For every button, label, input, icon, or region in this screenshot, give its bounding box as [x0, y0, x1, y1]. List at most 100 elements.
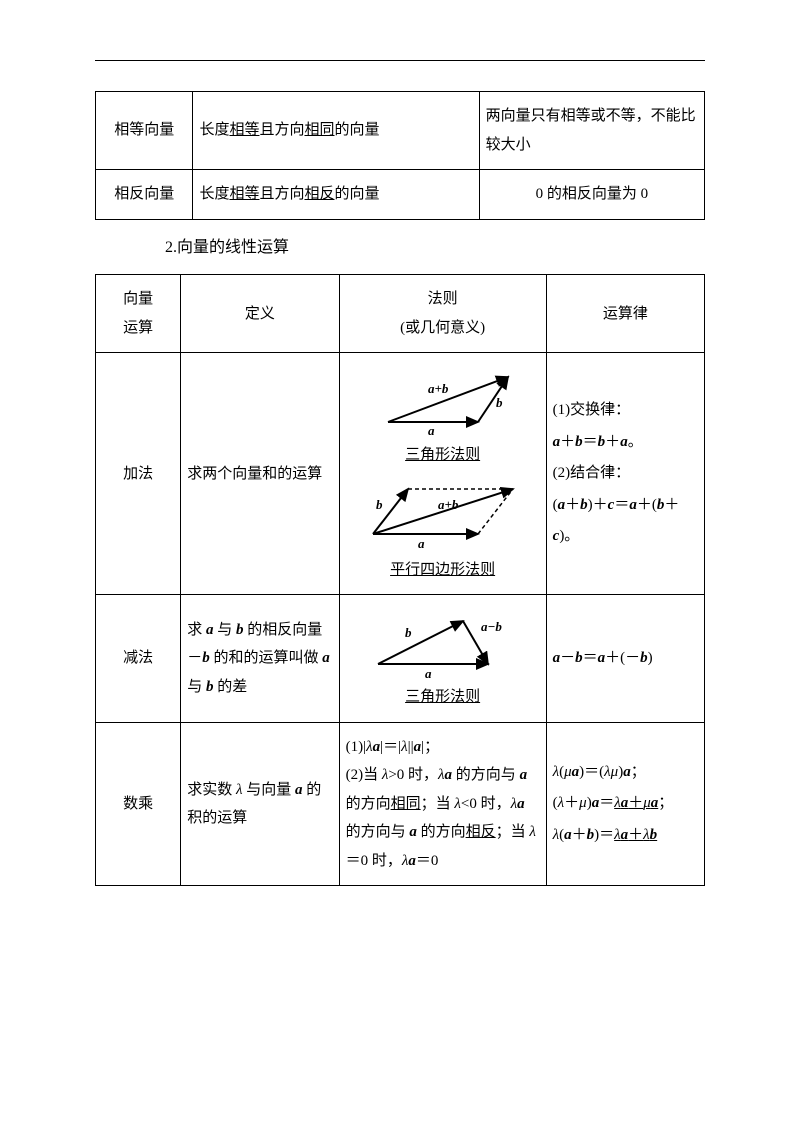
- t: 与: [214, 622, 237, 638]
- row-def: 长度相等且方向相反的向量: [193, 170, 479, 220]
- t: 的方向与: [452, 767, 520, 783]
- t: ；当: [421, 796, 455, 812]
- op-name: 减法: [96, 595, 181, 723]
- t: b: [202, 650, 210, 666]
- t: 长度: [199, 122, 229, 138]
- t: 向量: [123, 291, 153, 307]
- t: 的方向: [346, 796, 391, 812]
- t: 求实数: [187, 782, 236, 798]
- t: 且方向: [259, 122, 304, 138]
- t: b: [598, 434, 606, 450]
- t: λa＋λb: [614, 827, 657, 843]
- t: a: [629, 497, 637, 513]
- t: >0 时，: [388, 767, 438, 783]
- t: 的差: [214, 679, 248, 695]
- t: λ: [553, 764, 560, 780]
- t: c: [608, 497, 615, 513]
- t: λ: [558, 795, 565, 811]
- t: 的和的运算叫做: [210, 650, 323, 666]
- t: (2)当: [346, 767, 382, 783]
- t: a: [409, 824, 417, 840]
- op-law: (1)交换律： a＋b＝b＋a。 (2)结合律： (a＋b)＋c＝a＋(b＋c)…: [546, 353, 704, 595]
- t: a: [445, 767, 453, 783]
- op-rule: (1)|λa|＝|λ||a|； (2)当 λ>0 时，λa 的方向与 a 的方向…: [339, 722, 546, 886]
- table-row: 相等向量 长度相等且方向相同的向量 两向量只有相等或不等，不能比较大小: [96, 92, 705, 170]
- table-header-row: 向量 运算 定义 法则 (或几何意义) 运算律: [96, 275, 705, 353]
- t: <0 时，: [461, 796, 511, 812]
- t: λa＋μa: [614, 795, 658, 811]
- t: 相同: [391, 796, 421, 812]
- t: μ: [643, 795, 651, 811]
- top-rule: [95, 60, 705, 61]
- col-header: 运算律: [546, 275, 704, 353]
- table-equal-opposite-vectors: 相等向量 长度相等且方向相同的向量 两向量只有相等或不等，不能比较大小 相反向量…: [95, 91, 705, 220]
- t: 相等: [229, 122, 259, 138]
- t: a: [558, 497, 566, 513]
- op-rule: a b a+b 三角形法则 a b a+b 平行四边形法则: [339, 353, 546, 595]
- t: ＝0: [416, 853, 439, 869]
- table-row-addition: 加法 求两个向量和的运算 a b a+b 三角形法则: [96, 353, 705, 595]
- t: b: [587, 827, 595, 843]
- op-def: 求两个向量和的运算: [181, 353, 339, 595]
- svg-text:a: a: [425, 666, 432, 679]
- t: 的方向与: [346, 824, 410, 840]
- t: 求: [187, 622, 206, 638]
- t: a: [621, 827, 629, 843]
- t: μ: [579, 795, 587, 811]
- t: a: [206, 622, 214, 638]
- t: ＝0 时，: [346, 853, 402, 869]
- subtraction-diagram: a b a−b: [363, 609, 523, 679]
- t: a: [373, 739, 381, 755]
- table-row-subtraction: 减法 求 a 与 b 的相反向量－b 的和的运算叫做 a 与 b 的差 a b …: [96, 595, 705, 723]
- t: 的向量: [335, 122, 380, 138]
- t: 相反: [304, 186, 334, 202]
- op-law: a－b＝a＋(－b): [546, 595, 704, 723]
- t: b: [575, 434, 583, 450]
- t: 相反: [466, 824, 496, 840]
- t: a: [553, 434, 561, 450]
- svg-text:a+b: a+b: [428, 381, 449, 396]
- t: c: [553, 528, 560, 544]
- t: b: [580, 497, 588, 513]
- t: a: [295, 782, 303, 798]
- t: a: [598, 650, 606, 666]
- table-linear-operations: 向量 运算 定义 法则 (或几何意义) 运算律 加法 求两个向量和的运算 a: [95, 274, 705, 886]
- svg-text:b: b: [496, 395, 503, 410]
- t: b: [640, 650, 648, 666]
- parallelogram-rule-diagram: a b a+b: [358, 474, 528, 552]
- svg-text:a+b: a+b: [438, 497, 459, 512]
- t: b: [657, 497, 665, 513]
- t: a: [414, 739, 422, 755]
- col-header: 向量 运算: [96, 275, 181, 353]
- svg-text:a−b: a−b: [481, 619, 502, 634]
- t: μ: [564, 764, 572, 780]
- t: a: [620, 434, 628, 450]
- t: b: [236, 622, 244, 638]
- rule-label: 三角形法则: [405, 447, 480, 463]
- col-header: 法则 (或几何意义): [339, 275, 546, 353]
- t: λ: [401, 739, 408, 755]
- t: a: [408, 853, 416, 869]
- row-def: 长度相等且方向相同的向量: [193, 92, 479, 170]
- t: b: [650, 827, 658, 843]
- t: a: [553, 650, 561, 666]
- t: a: [572, 764, 580, 780]
- rule-label: 三角形法则: [405, 689, 480, 705]
- t: ；当: [496, 824, 530, 840]
- row-name: 相反向量: [96, 170, 193, 220]
- t: b: [206, 679, 214, 695]
- row-name: 相等向量: [96, 92, 193, 170]
- op-rule: a b a−b 三角形法则: [339, 595, 546, 723]
- t: μ: [611, 764, 619, 780]
- t: a: [564, 827, 572, 843]
- t: (2)结合律：: [553, 465, 631, 481]
- t: 相等: [229, 186, 259, 202]
- t: 与向量: [243, 782, 296, 798]
- op-def: 求 a 与 b 的相反向量－b 的和的运算叫做 a 与 b 的差: [181, 595, 339, 723]
- op-def: 求实数 λ 与向量 a 的积的运算: [181, 722, 339, 886]
- t: a: [621, 795, 629, 811]
- t: b: [575, 650, 583, 666]
- section-title: 2.向量的线性运算: [165, 234, 705, 263]
- t: 且方向: [259, 186, 304, 202]
- op-name: 加法: [96, 353, 181, 595]
